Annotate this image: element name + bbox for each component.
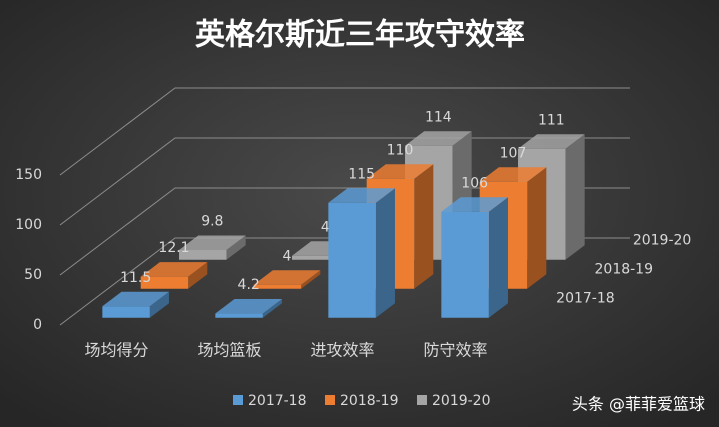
value-label: 12.1 — [158, 240, 189, 256]
x-tick-label: 防守效率 — [423, 341, 487, 360]
value-label: 4 — [321, 219, 330, 235]
x-tick-label: 场均得分 — [84, 341, 148, 360]
bar — [140, 276, 189, 289]
bar-side — [301, 270, 321, 289]
bar-side — [488, 197, 508, 318]
value-label: 110 — [387, 142, 414, 158]
bar-side — [375, 188, 395, 318]
bar-side — [262, 299, 282, 318]
bar-top — [215, 299, 282, 314]
value-label: 111 — [538, 112, 565, 128]
bar-top — [405, 131, 472, 146]
bar — [253, 284, 302, 289]
chart-title: 英格尔斯近三年攻守效率 — [195, 18, 525, 53]
bar-side — [527, 167, 547, 289]
value-label: 106 — [461, 175, 488, 191]
grid-line — [59, 187, 630, 276]
depth-label: 2019-20 — [633, 233, 692, 249]
bar-top — [441, 197, 508, 212]
grid-line — [59, 87, 630, 176]
value-label: 9.8 — [201, 213, 223, 229]
legend-label: 2017-18 — [248, 393, 307, 409]
value-label: 11.5 — [120, 270, 151, 286]
y-tick-label: 0 — [33, 317, 42, 333]
bar-top — [518, 134, 585, 149]
legend-swatch — [325, 395, 335, 405]
value-label: 107 — [500, 145, 527, 161]
depth-label: 2018-19 — [595, 262, 654, 278]
legend-swatch — [233, 395, 243, 405]
bar-top — [366, 164, 434, 179]
bar — [292, 255, 340, 260]
legend-label: 2019-20 — [432, 393, 491, 409]
bar — [441, 211, 489, 318]
bar-top — [179, 235, 246, 250]
bar — [328, 202, 376, 318]
bar-top — [479, 167, 547, 182]
bar-top — [328, 188, 395, 203]
y-tick-label: 100 — [15, 217, 42, 233]
bar-side — [149, 291, 169, 318]
bar-top — [253, 270, 321, 285]
y-tick-label: 50 — [24, 267, 42, 283]
value-label: 115 — [348, 166, 375, 182]
x-tick-label: 场均篮板 — [197, 341, 261, 360]
bar-top — [102, 291, 169, 307]
bar-side — [188, 262, 208, 289]
watermark: 头条 @菲菲爱篮球 — [572, 395, 705, 414]
bar — [102, 306, 150, 318]
value-label: 4.2 — [238, 277, 260, 293]
bar-top — [140, 262, 208, 277]
bar-side — [226, 235, 246, 260]
legend-label: 2018-19 — [340, 393, 399, 409]
bar-side — [565, 134, 585, 260]
y-tick-label: 150 — [15, 167, 42, 183]
value-label: 114 — [425, 109, 452, 125]
bar — [215, 313, 263, 318]
bar-side — [414, 164, 434, 289]
bar — [179, 249, 227, 260]
x-tick-label: 进攻效率 — [310, 341, 374, 360]
depth-label: 2017-18 — [556, 291, 615, 307]
grid-line — [59, 137, 630, 226]
value-label: 4 — [283, 248, 292, 264]
legend-swatch — [417, 395, 427, 405]
